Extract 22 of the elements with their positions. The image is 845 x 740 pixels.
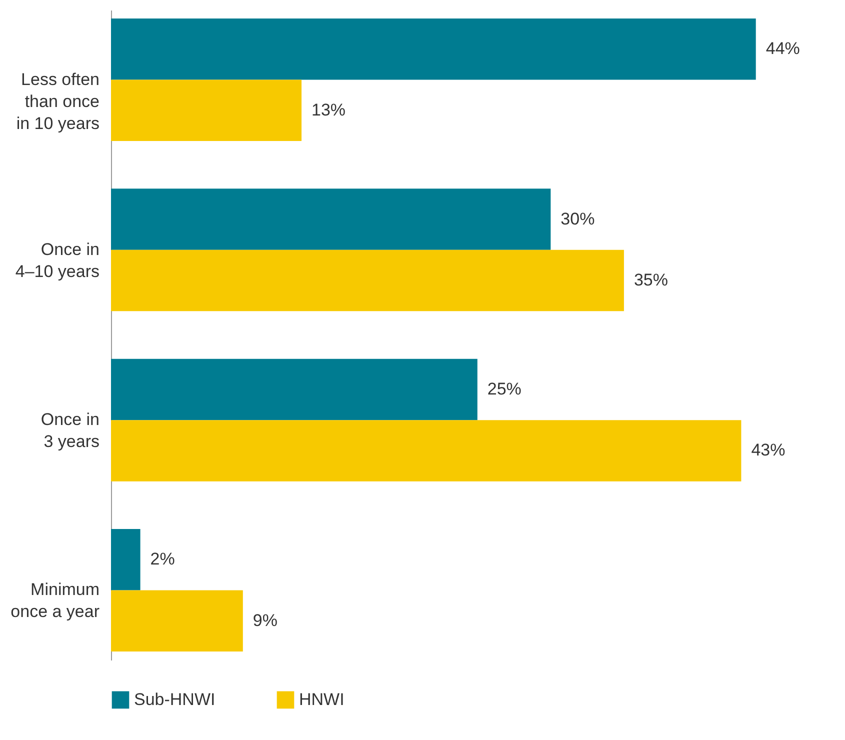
data-label: 35% [634,270,668,290]
y-tick-label: Less often than once in 10 years [16,70,100,133]
bar [111,80,302,142]
data-label: 2% [150,550,175,569]
data-label: 30% [560,209,595,228]
bar [111,188,551,250]
data-label: 43% [751,440,786,460]
bar [111,420,742,482]
legend-label: Sub-HNWI [134,690,216,709]
bar [111,590,243,652]
y-tick-label: Minimum once a year [10,580,100,622]
bar [111,358,478,420]
bar [111,18,756,80]
y-tick-label: Once in 4–10 years [15,240,100,281]
data-label: 13% [312,100,346,120]
data-label: 9% [252,610,278,630]
y-tick-label: Once in 3 years [40,410,100,452]
data-label: 44% [766,39,800,58]
bar [111,528,140,590]
legend-label: HNWI [299,690,344,709]
data-label: 25% [487,379,522,398]
bar [111,250,624,312]
